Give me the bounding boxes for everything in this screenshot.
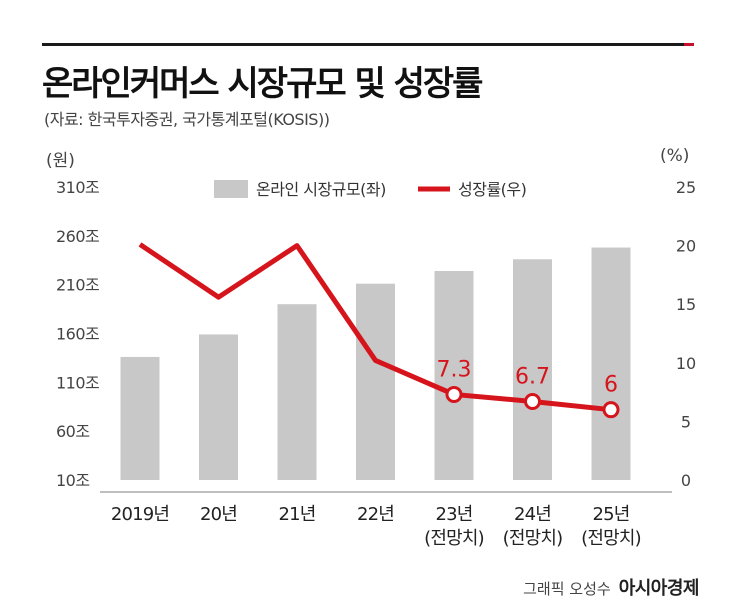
bar: [120, 356, 160, 480]
growth-point: [602, 401, 620, 419]
header-rule-accent: [684, 43, 694, 46]
y-right-tick-label: 0: [681, 471, 691, 490]
x-tick-label: 20년: [200, 504, 237, 525]
header-rule: [42, 43, 692, 46]
bar: [513, 259, 552, 480]
x-tick-label: 23년: [435, 504, 472, 525]
x-tick-label: (전망치): [424, 528, 484, 549]
x-tick-label: (전망치): [503, 528, 563, 549]
bar: [199, 334, 238, 480]
y-left-tick-label: 60조: [56, 422, 90, 441]
brand-logo: 아시아경제: [618, 578, 700, 599]
right-axis-unit: (%): [660, 146, 690, 166]
y-right-tick-label: 25: [676, 178, 696, 197]
bar: [277, 304, 317, 480]
legend-line-label: 성장률(우): [458, 180, 526, 199]
bar: [434, 270, 474, 480]
data-label: 7.3: [437, 357, 472, 382]
growth-point: [524, 392, 541, 410]
bar: [591, 247, 631, 480]
data-label: 6.7: [515, 364, 550, 389]
x-tick-label: 22년: [357, 504, 394, 525]
x-tick-label: 2019년: [111, 504, 169, 525]
y-left-tick-label: 210조: [56, 276, 99, 295]
page-title: 온라인커머스 시장규모 및 성장률: [42, 64, 483, 104]
y-left-tick-label: 10조: [56, 471, 90, 490]
x-tick-label: 25년: [592, 504, 629, 525]
x-tick-label: 24년: [514, 504, 551, 525]
y-left-tick-label: 160조: [56, 325, 99, 344]
y-right-tick-label: 10: [676, 354, 696, 373]
x-tick-label: 21년: [278, 504, 315, 525]
y-left-tick-label: 260조: [56, 227, 99, 246]
legend-bar-swatch: [214, 180, 248, 198]
y-left-tick-label: 110조: [56, 373, 99, 392]
bar: [356, 283, 395, 480]
x-tick-label: (전망치): [581, 528, 641, 549]
y-left-tick-label: 310조: [56, 178, 99, 197]
left-axis-unit: (원): [46, 151, 75, 171]
data-label: 6: [604, 373, 618, 398]
legend-bar-label: 온라인 시장규모(좌): [256, 180, 386, 199]
y-right-tick-label: 5: [681, 412, 691, 431]
credit: 그래픽 오성수 아시아경제: [523, 574, 699, 600]
legend-box: [198, 171, 558, 207]
source-note: (자료: 한국투자증권, 국가통계포털(KOSIS)): [44, 110, 330, 129]
graphic-credit: 그래픽 오성수: [523, 580, 611, 598]
y-right-tick-label: 20: [676, 237, 696, 256]
y-right-tick-label: 15: [676, 295, 696, 314]
growth-point: [445, 385, 463, 403]
